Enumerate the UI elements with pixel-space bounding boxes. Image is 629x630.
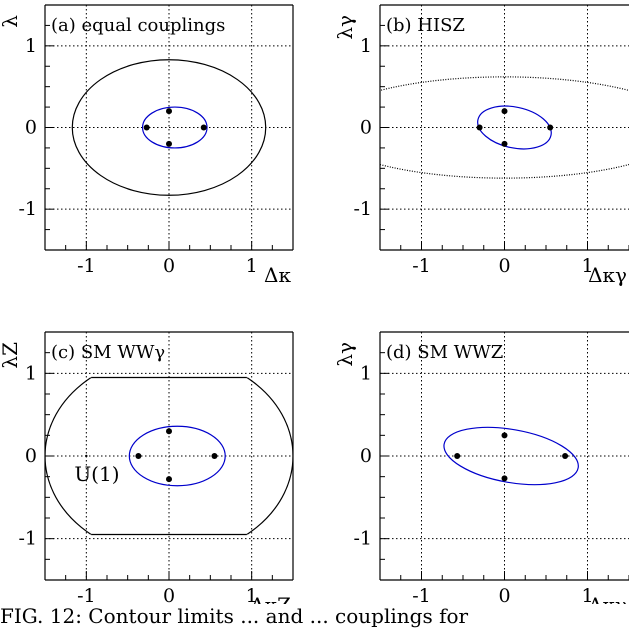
y-tick-label: 1 [360,35,372,57]
contour-ellipse-black [71,59,267,196]
plot-area [380,76,629,179]
panel-4: -1 0 1 1 0 -1 Δκγ λγ (d) SM WWZ [333,331,629,604]
y-tick-label: 0 [25,117,37,139]
data-point [166,108,172,115]
data-point [166,140,172,147]
x-axis-label: Δκ [264,263,291,287]
data-point [501,475,508,482]
figure-caption: FIG. 12: Contour limits ... and ... coup… [0,604,469,628]
y-axis-label: λZ [0,342,22,369]
x-axis-label: Δκγ [588,263,627,287]
data-point [211,453,218,459]
panel-title: (b) HISZ [386,15,465,36]
y-tick-label: -1 [18,198,37,220]
data-point [501,108,508,115]
panel-1: -1 0 1 1 0 -1 Δκ λ (a) equal couplings [0,4,294,287]
y-tick-label: 0 [360,117,372,139]
x-tick-label: 1 [246,255,258,277]
x-tick-label: -1 [77,585,96,604]
annotation-label: U(1) [74,462,119,486]
contour-ellipse-black [380,76,629,179]
data-point [562,453,569,459]
y-axis-label: λ [0,15,22,28]
x-axis-label: Δκγ [588,593,627,604]
y-tick-label: 1 [25,35,37,57]
contour-ellipse-blue [443,426,579,486]
figure: -1 0 1 1 0 -1 Δκ λ (a) equal couplings -1 0 1 1 0 -1 Δκ… [0,4,629,604]
annotation-point [85,454,88,458]
y-tick-label: 0 [360,445,372,467]
plot-area [71,59,267,196]
y-axis-label: λγ [333,342,357,367]
panel-3: -1 0 1 1 0 -1 ΔκZ λZ (c) SM WWγ U(1) [0,331,294,604]
panel-title: (a) equal couplings [51,15,225,36]
panel-2: -1 0 1 1 0 -1 Δκγ λγ (b) HISZ [333,4,629,287]
y-axis-label: λγ [333,15,357,40]
data-point [166,476,172,483]
data-point [501,432,508,439]
x-tick-label: -1 [412,585,431,604]
x-tick-label: -1 [412,255,431,277]
data-point [166,428,172,435]
panel-title: (c) SM WWγ [51,342,165,363]
x-tick-label: 0 [498,585,510,604]
y-tick-label: 1 [360,362,372,384]
contour-ellipse-blue [128,425,226,487]
y-tick-label: -1 [18,528,37,550]
plot-area [45,376,293,536]
y-tick-label: -1 [353,198,372,220]
data-point [476,124,483,131]
panel-title: (d) SM WWZ [386,342,503,363]
plot-area [443,426,579,486]
x-tick-label: 0 [498,255,510,277]
data-point [143,124,150,131]
data-point [200,124,207,131]
x-tick-label: -1 [77,255,96,277]
contour-ellipse-blue [141,106,208,149]
contour-ellipse-blue [477,105,552,150]
x-tick-label: 1 [581,585,593,604]
x-tick-label: 1 [581,255,593,277]
x-tick-label: 1 [246,585,258,604]
x-axis-label: ΔκZ [250,593,291,604]
y-tick-label: 1 [25,362,37,384]
data-point [135,453,142,459]
data-point [547,124,554,131]
y-tick-label: 0 [25,445,37,467]
x-tick-label: 0 [163,255,175,277]
x-tick-label: 0 [163,585,175,604]
data-point [501,140,508,147]
y-tick-label: -1 [353,528,372,550]
data-point [454,453,461,459]
